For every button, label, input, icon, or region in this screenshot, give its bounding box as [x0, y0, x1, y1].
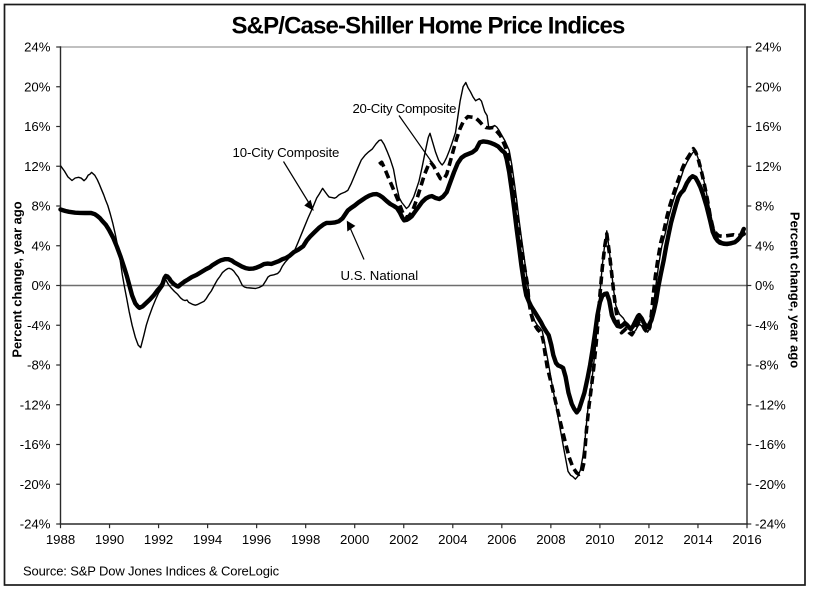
- svg-text:12%: 12%: [24, 159, 51, 174]
- svg-text:2016: 2016: [732, 532, 761, 547]
- svg-text:2012: 2012: [634, 532, 663, 547]
- svg-text:4%: 4%: [755, 238, 774, 253]
- svg-text:2010: 2010: [585, 532, 614, 547]
- svg-text:-4%: -4%: [27, 318, 51, 333]
- svg-text:-16%: -16%: [20, 437, 51, 452]
- svg-text:-16%: -16%: [755, 437, 786, 452]
- svg-text:-20%: -20%: [755, 477, 786, 492]
- svg-text:1990: 1990: [95, 532, 124, 547]
- svg-text:-12%: -12%: [20, 397, 51, 412]
- svg-text:24%: 24%: [755, 40, 782, 55]
- svg-text:-24%: -24%: [755, 517, 786, 532]
- svg-text:1992: 1992: [144, 532, 173, 547]
- svg-text:4%: 4%: [31, 238, 50, 253]
- svg-text:8%: 8%: [755, 199, 774, 214]
- svg-text:16%: 16%: [24, 119, 51, 134]
- svg-text:2004: 2004: [438, 532, 467, 547]
- svg-text:Source: S&P Dow Jones Indices: Source: S&P Dow Jones Indices & CoreLogi…: [23, 564, 280, 579]
- svg-text:1994: 1994: [193, 532, 222, 547]
- svg-text:0%: 0%: [31, 278, 50, 293]
- svg-text:20%: 20%: [24, 80, 51, 95]
- svg-text:16%: 16%: [755, 119, 782, 134]
- svg-text:1988: 1988: [46, 532, 75, 547]
- svg-text:Percent change, year ago: Percent change, year ago: [788, 212, 803, 368]
- svg-text:2000: 2000: [340, 532, 369, 547]
- svg-text:-24%: -24%: [20, 517, 51, 532]
- svg-text:U.S. National: U.S. National: [341, 268, 419, 283]
- svg-text:-8%: -8%: [755, 358, 779, 373]
- svg-text:2002: 2002: [389, 532, 418, 547]
- svg-text:-20%: -20%: [20, 477, 51, 492]
- svg-text:0%: 0%: [755, 278, 774, 293]
- svg-text:10-City Composite: 10-City Composite: [233, 145, 340, 160]
- svg-text:1998: 1998: [291, 532, 320, 547]
- svg-text:-12%: -12%: [755, 397, 786, 412]
- svg-text:2006: 2006: [487, 532, 516, 547]
- svg-text:2014: 2014: [683, 532, 712, 547]
- svg-text:1996: 1996: [242, 532, 271, 547]
- svg-text:-4%: -4%: [755, 318, 779, 333]
- svg-text:24%: 24%: [24, 40, 51, 55]
- svg-text:2008: 2008: [536, 532, 565, 547]
- svg-text:-8%: -8%: [27, 358, 51, 373]
- svg-text:S&P/Case-Shiller Home Price In: S&P/Case-Shiller Home Price Indices: [231, 13, 625, 40]
- svg-text:Percent change, year ago: Percent change, year ago: [10, 201, 25, 357]
- svg-text:20%: 20%: [755, 80, 782, 95]
- svg-text:12%: 12%: [755, 159, 782, 174]
- svg-text:20-City Composite: 20-City Composite: [353, 101, 457, 116]
- svg-text:8%: 8%: [31, 199, 50, 214]
